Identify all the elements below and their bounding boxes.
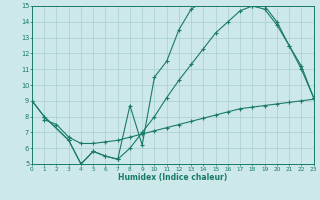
X-axis label: Humidex (Indice chaleur): Humidex (Indice chaleur) bbox=[118, 173, 228, 182]
